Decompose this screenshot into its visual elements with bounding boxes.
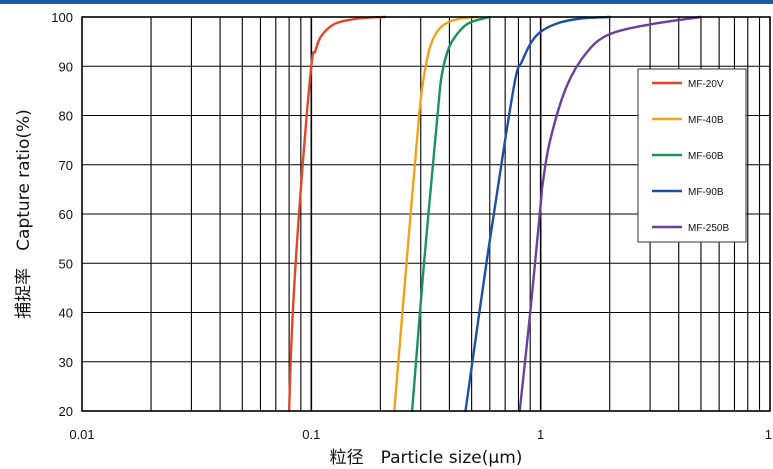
legend-label-mf-90b: MF-90B [688,187,724,198]
series-line-mf-40b [393,15,479,413]
legend: MF-20V MF-40B MF-60B MF-90B MF-250B [637,68,747,243]
series-line-mf-60b [410,15,491,413]
y-tick-label: 40 [59,306,73,321]
y-tick-label: 70 [59,158,73,173]
y-tick-label: 30 [59,355,73,370]
y-tick-label: 20 [59,404,73,419]
legend-entry-mf-90b: MF-90B [652,187,724,198]
legend-entry-mf-20v: MF-20V [652,79,724,90]
grid [82,17,770,411]
series-line-mf-90b [464,15,611,413]
x-tick-label: 1 [765,427,772,442]
series-line-mf-20v [287,15,387,413]
x-tick-label: 0.01 [69,427,94,442]
y-tick-label: 50 [59,256,73,271]
legend-label-mf-20v: MF-20V [688,79,724,90]
legend-label-mf-60b: MF-60B [688,151,724,162]
top-accent-bar [0,0,773,4]
legend-label-mf-250b: MF-250B [688,223,729,234]
legend-label-mf-40b: MF-40B [688,115,724,126]
y-tick-label: 90 [59,59,73,74]
plot-frame [81,16,771,412]
legend-entry-mf-60b: MF-60B [652,151,724,162]
y-axis-title: 捕捉率 Capture ratio(%) [14,109,34,319]
x-axis-title: 粒径 Particle size(μm) [330,448,523,468]
legend-entry-mf-40b: MF-40B [652,115,724,126]
x-tick-label: 1 [537,427,544,442]
series-line-mf-250b [518,15,703,413]
x-tick-label: 0.1 [302,427,320,442]
legend-entry-mf-250b: MF-250B [652,223,729,234]
y-tick-label: 60 [59,207,73,222]
y-tick-label: 80 [59,109,73,124]
series-lines [287,15,703,413]
x-tick-labels: 0.01 0.1 1 1 [69,427,772,442]
y-tick-label: 100 [51,10,73,25]
y-tick-labels: 20 30 40 50 60 70 80 90 100 [51,10,73,419]
